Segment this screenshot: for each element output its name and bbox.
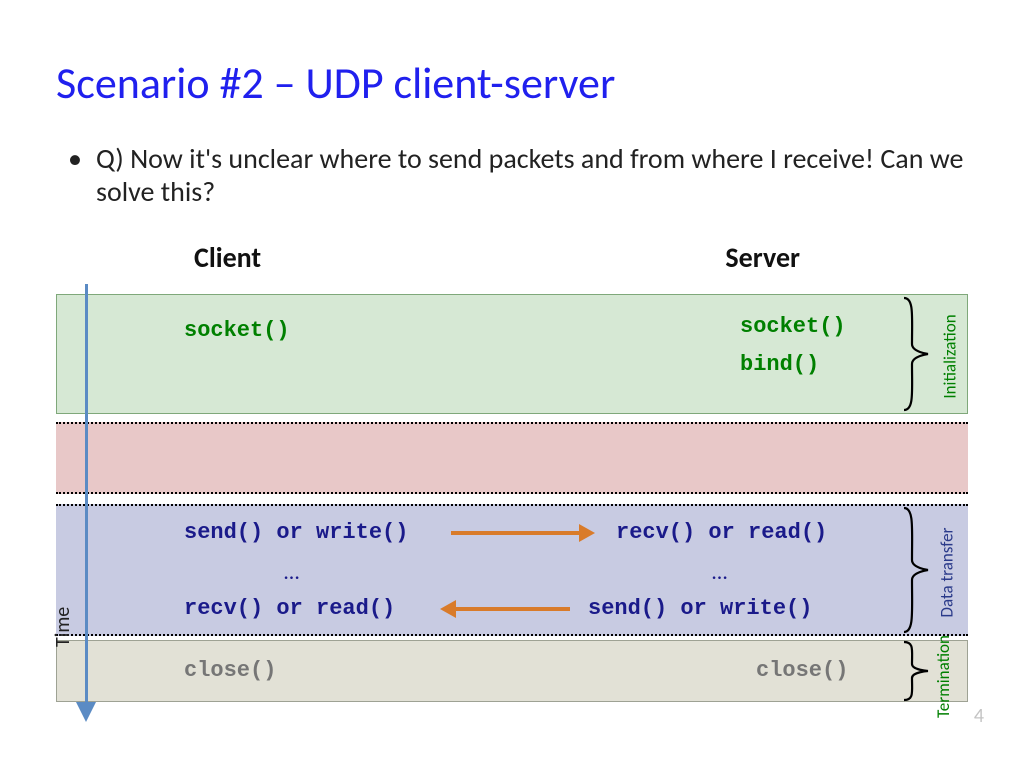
arrow-right (451, 531, 581, 535)
time-axis-arrowhead-icon (76, 702, 96, 722)
client-header: Client (194, 240, 261, 275)
brace-term-icon (900, 640, 932, 702)
term-client-close: close() (184, 658, 276, 683)
bullet-dot: • (68, 142, 96, 175)
time-axis-line (85, 284, 88, 702)
question-text: Q) Now it's unclear where to send packet… (96, 142, 964, 208)
brace-data-icon (900, 506, 932, 634)
arrow-right-head-icon (579, 524, 595, 542)
slide-title: Scenario #2 – UDP client-server (56, 56, 615, 110)
phase-term-label: Termination (933, 635, 954, 718)
data-row3-server: send() or write() (588, 596, 812, 621)
page-number: 4 (974, 704, 984, 728)
data-row2-server-ellipsis: … (712, 558, 727, 585)
data-row3-client: recv() or read() (184, 596, 395, 621)
question-bullet: • Q) Now it's unclear where to send pack… (68, 142, 964, 208)
brace-init-icon (900, 296, 932, 412)
data-row2-client-ellipsis: … (284, 558, 299, 585)
phase-data-label: Data transfer (936, 528, 957, 618)
data-row1-client: send() or write() (184, 520, 408, 545)
arrow-left-head-icon (440, 600, 456, 618)
phase-establishment-band (56, 422, 968, 494)
data-row1-server: recv() or read() (616, 520, 827, 545)
protocol-diagram: socket() socket() bind() send() or write… (56, 294, 968, 712)
term-server-close: close() (756, 658, 848, 683)
phase-init-band (56, 294, 968, 414)
init-server-socket: socket() (740, 314, 846, 339)
time-axis-label: Time (51, 607, 75, 647)
init-client-socket: socket() (184, 318, 290, 343)
server-header: Server (725, 240, 800, 275)
init-server-bind: bind() (740, 352, 819, 377)
arrow-left (454, 607, 570, 611)
time-axis (76, 284, 96, 722)
phase-init-label: Initialization (940, 314, 961, 398)
column-headers: Client Server (56, 240, 968, 280)
